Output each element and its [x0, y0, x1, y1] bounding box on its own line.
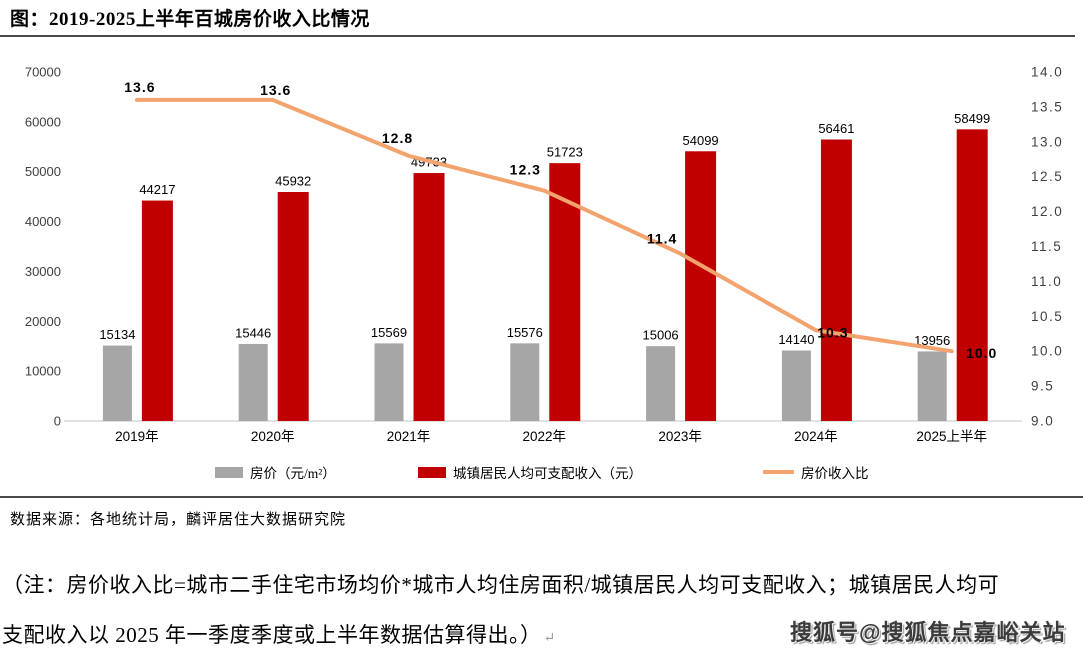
y-axis-right-tick-label: 10.5 — [1031, 309, 1063, 324]
bar-value-label: 15134 — [99, 327, 135, 342]
bar-value-label: 15446 — [235, 325, 271, 340]
bar-value-label: 58499 — [954, 111, 990, 126]
x-axis-label: 2021年 — [387, 429, 431, 444]
line-value-label: 10.3 — [817, 324, 848, 340]
combo-chart: 0 10000 20000 30000 40000 50000 60000 70000 9.0 9… — [25, 65, 1063, 445]
bar-value-label: 51723 — [547, 145, 583, 160]
house-price-bar — [374, 343, 404, 421]
house-price-bar — [510, 343, 540, 421]
y-axis-left-tick-label: 20000 — [25, 314, 61, 329]
page-title: 图：2019-2025上半年百城房价收入比情况 — [10, 9, 370, 30]
y-axis-left-tick-label: 0 — [54, 414, 61, 429]
note-line-1: （注：房价收入比=城市二手住宅市场均价*城市人均住房面积/城镇居民人均可支配收入… — [2, 573, 1000, 597]
line-value-label: 11.4 — [647, 230, 677, 246]
section-divider — [0, 496, 1083, 498]
income-swatch-icon — [418, 466, 446, 478]
bar-value-label: 15576 — [507, 325, 543, 340]
house-price-bar — [102, 345, 132, 421]
income-bar — [685, 151, 717, 421]
income-bar — [956, 129, 988, 421]
paragraph-mark-icon: ↵ — [543, 631, 556, 646]
y-axis-right-tick-label: 11.5 — [1031, 239, 1062, 254]
income-bar — [141, 200, 173, 421]
legend-item-house-price: 房价（元/m²） — [215, 462, 336, 482]
x-axis-label: 2024年 — [794, 429, 838, 444]
bar-value-label: 56461 — [818, 121, 854, 136]
legend-label-income: 城镇居民人均可支配收入（元） — [453, 466, 642, 481]
bar-value-label: 44217 — [139, 182, 175, 197]
bar-value-label: 15006 — [643, 328, 679, 343]
watermark: 搜狐号@搜狐焦点嘉峪关站 — [790, 620, 1066, 645]
y-axis-right-tick-label: 12.0 — [1031, 204, 1063, 219]
line-value-label: 13.6 — [260, 82, 291, 98]
y-axis-right-tick-label: 13.5 — [1031, 99, 1063, 114]
data-source: 数据来源：各地统计局，麟评居住大数据研究院 — [10, 512, 347, 528]
line-value-label: 13.6 — [124, 79, 155, 95]
x-axis-label: 2022年 — [523, 429, 567, 444]
y-axis-right-tick-label: 9.0 — [1031, 414, 1054, 429]
bar-value-label: 13956 — [914, 333, 950, 348]
y-axis-left-tick-label: 40000 — [25, 214, 61, 229]
bar-value-label: 14140 — [778, 332, 814, 347]
house-price-bar — [238, 343, 268, 421]
y-axis-right-tick-label: 9.5 — [1031, 379, 1054, 394]
y-axis-left-tick-label: 50000 — [25, 164, 61, 179]
title-divider — [0, 35, 1075, 37]
house-price-bar — [646, 346, 676, 421]
house-price-bar — [781, 350, 811, 421]
legend-label-ratio: 房价收入比 — [801, 466, 869, 481]
y-axis-left-tick-label: 10000 — [25, 364, 61, 379]
line-value-label: 12.8 — [382, 130, 413, 146]
ratio-line — [134, 97, 954, 354]
note-paragraph: （注：房价收入比=城市二手住宅市场均价*城市人均住房面积/城镇居民人均可支配收入… — [2, 560, 1082, 655]
y-axis-right-tick-label: 12.5 — [1031, 169, 1063, 184]
y-axis-right-tick-label: 13.0 — [1031, 134, 1063, 149]
note-line-2: 支配收入以 2025 年一季度季度或上半年数据估算得出。） ↵ — [2, 623, 556, 647]
ratio-line-swatch-icon — [763, 470, 794, 474]
house-price-swatch-icon — [215, 466, 243, 478]
line-value-label: 12.3 — [510, 162, 541, 178]
house-price-bar — [917, 351, 947, 421]
y-axis-left-tick-label: 30000 — [25, 264, 61, 279]
legend-item-income: 城镇居民人均可支配收入（元） — [418, 462, 642, 482]
legend-label-house-price: 房价（元/m²） — [250, 466, 336, 481]
y-axis-right-tick-label: 10.0 — [1031, 344, 1063, 359]
y-axis-right-tick-label: 11.0 — [1031, 274, 1062, 289]
x-axis-label: 2025上半年 — [916, 429, 987, 444]
income-bar — [277, 191, 309, 421]
income-bar — [820, 139, 852, 421]
x-axis-label: 2019年 — [115, 429, 159, 444]
legend-item-ratio: 房价收入比 — [763, 462, 869, 482]
y-axis-right-tick-label: 14.0 — [1031, 65, 1063, 80]
bar-value-label: 54099 — [683, 133, 719, 148]
x-axis-label: 2020年 — [251, 429, 295, 444]
line-value-label: 10.0 — [966, 345, 997, 361]
income-bar — [413, 173, 445, 421]
y-axis-left-tick-label: 60000 — [25, 114, 61, 129]
x-axis-label: 2023年 — [658, 429, 702, 444]
bar-value-label: 15569 — [371, 325, 407, 340]
y-axis-left-tick-label: 70000 — [25, 65, 61, 80]
bar-value-label: 45932 — [275, 173, 311, 188]
